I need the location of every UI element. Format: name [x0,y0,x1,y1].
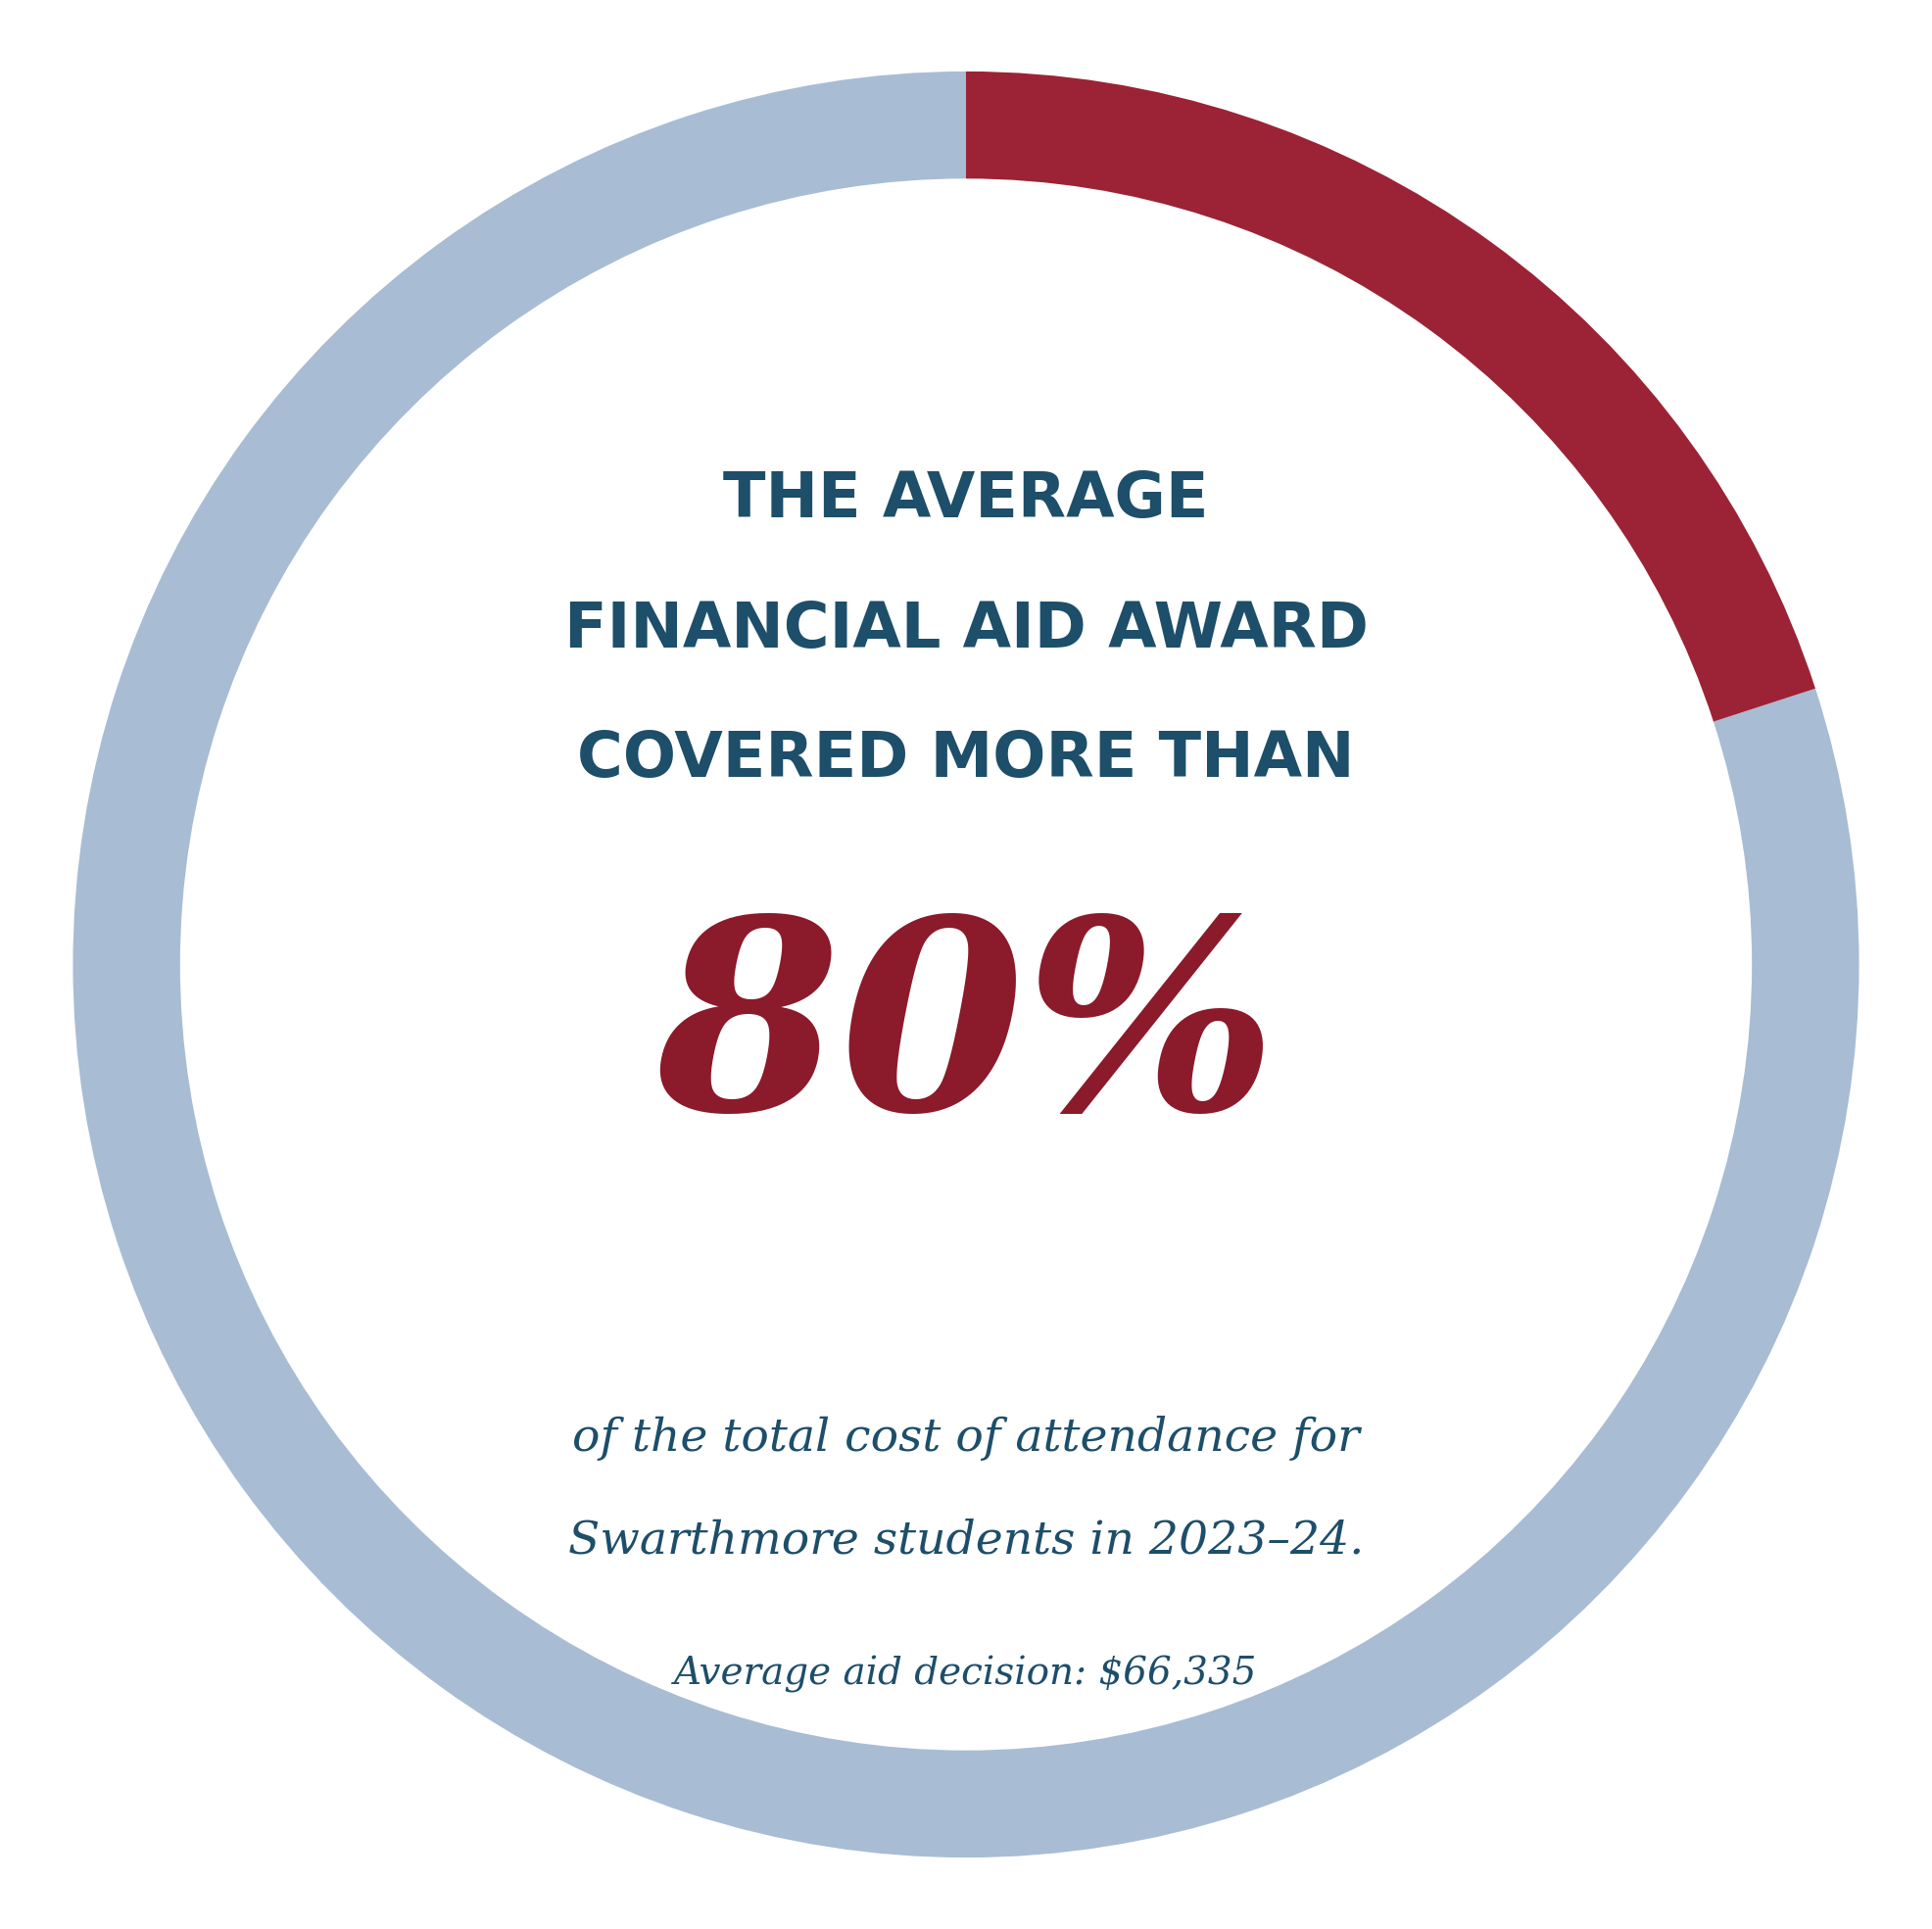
Text: THE AVERAGE: THE AVERAGE [723,471,1209,530]
Text: Average aid decision: $66,335: Average aid decision: $66,335 [674,1655,1258,1692]
Text: 80%: 80% [655,907,1277,1165]
Text: FINANCIAL AID AWARD: FINANCIAL AID AWARD [564,600,1368,660]
Text: Swarthmore students in 2023–24.: Swarthmore students in 2023–24. [568,1518,1364,1562]
Wedge shape [73,71,1859,1858]
Text: COVERED MORE THAN: COVERED MORE THAN [578,729,1354,789]
Wedge shape [966,71,1816,721]
Text: of the total cost of attendance for: of the total cost of attendance for [572,1416,1360,1460]
